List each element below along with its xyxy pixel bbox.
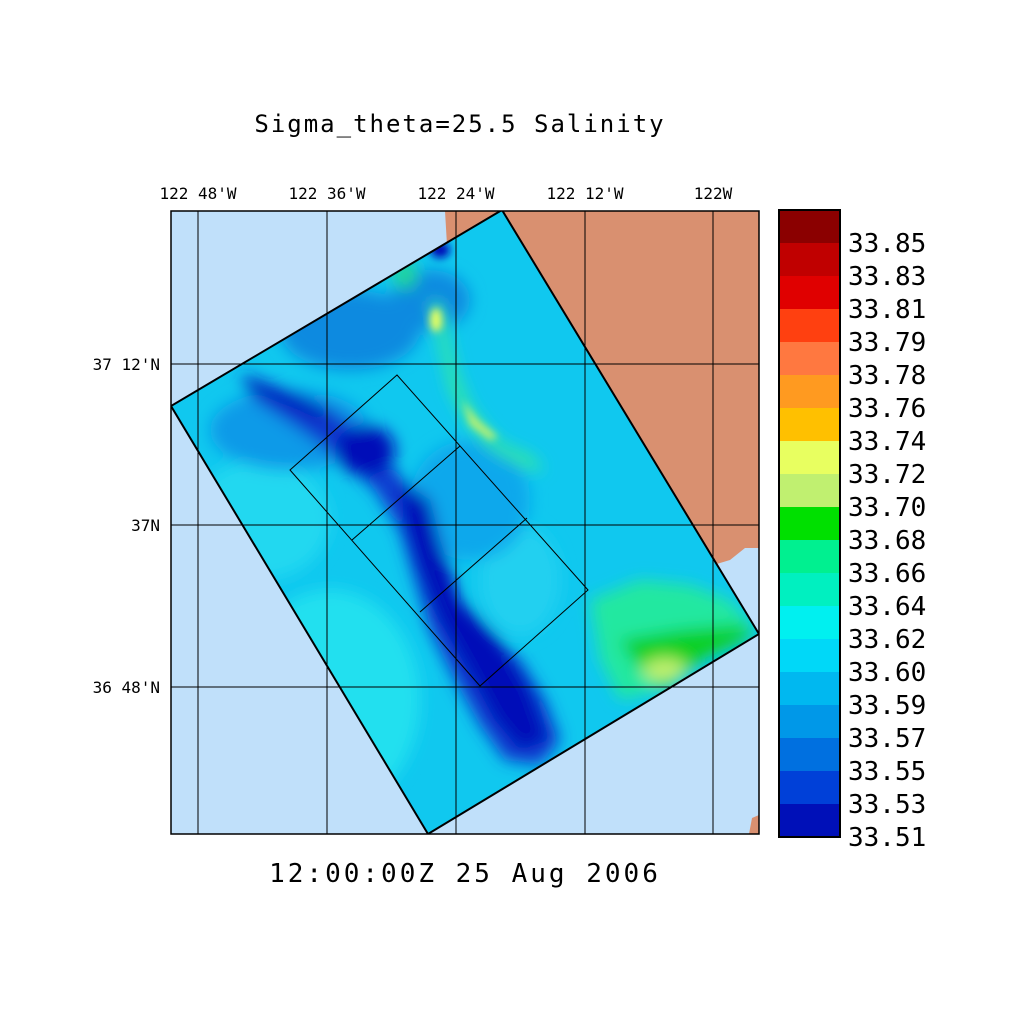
colorbar-label: 33.68 [848, 526, 926, 556]
colorbar-label: 33.60 [848, 658, 926, 688]
lat-label: 37N [131, 516, 160, 535]
colorbar-label: 33.85 [848, 229, 926, 259]
lat-label: 36 48'N [93, 678, 160, 697]
colorbar-swatch [779, 573, 840, 607]
timestamp-label: 12:00:00Z 25 Aug 2006 [269, 859, 661, 889]
colorbar-swatch [779, 606, 840, 640]
map-panel [170, 210, 760, 835]
colorbar-swatch [779, 771, 840, 805]
colorbar-swatch [779, 375, 840, 409]
colorbar-label: 33.74 [848, 427, 926, 457]
model-domain-outline [171, 211, 759, 834]
colorbar-swatch [779, 342, 840, 376]
longitude-labels: 122 48'W 122 36'W 122 24'W 122 12'W 122W [159, 184, 732, 203]
colorbar-swatch [779, 705, 840, 739]
colorbar-swatch [779, 738, 840, 772]
nested-grid-boxes [289, 374, 589, 687]
colorbar-label: 33.55 [848, 757, 926, 787]
colorbar-swatch [779, 540, 840, 574]
colorbar-swatch [779, 276, 840, 310]
lon-label: 122 36'W [288, 184, 365, 203]
lat-label: 37 12'N [93, 355, 160, 374]
colorbar: 33.8533.8333.8133.7933.7833.7633.7433.72… [778, 209, 926, 853]
map-frame [170, 210, 760, 835]
lon-label: 122 24'W [417, 184, 494, 203]
colorbar-swatch [779, 474, 840, 508]
colorbar-label: 33.62 [848, 625, 926, 655]
colorbar-label: 33.79 [848, 328, 926, 358]
colorbar-label: 33.78 [848, 361, 926, 391]
colorbar-label: 33.83 [848, 262, 926, 292]
colorbar-border [778, 209, 841, 838]
colorbar-label: 33.57 [848, 724, 926, 754]
colorbar-swatch [779, 507, 840, 541]
colorbar-swatch [779, 210, 840, 244]
plot-title: Sigma_theta=25.5 Salinity [254, 110, 665, 138]
lon-label: 122 12'W [546, 184, 623, 203]
colorbar-swatch [779, 309, 840, 343]
lon-label: 122W [694, 184, 733, 203]
colorbar-label: 33.64 [848, 592, 926, 622]
latitude-labels: 37 12'N 37N 36 48'N [93, 355, 160, 697]
colorbar-swatch [779, 672, 840, 706]
colorbar-label: 33.76 [848, 394, 926, 424]
colorbar-swatch [779, 408, 840, 442]
colorbar-swatch [779, 441, 840, 475]
colorbar-label: 33.59 [848, 691, 926, 721]
colorbar-label: 33.51 [848, 823, 926, 853]
graticule [171, 211, 759, 834]
colorbar-label: 33.53 [848, 790, 926, 820]
colorbar-label: 33.70 [848, 493, 926, 523]
colorbar-label: 33.81 [848, 295, 926, 325]
colorbar-swatch [779, 804, 840, 838]
colorbar-label: 33.66 [848, 559, 926, 589]
colorbar-swatch [779, 639, 840, 673]
colorbar-swatch [779, 243, 840, 277]
lon-label: 122 48'W [159, 184, 236, 203]
colorbar-label: 33.72 [848, 460, 926, 490]
